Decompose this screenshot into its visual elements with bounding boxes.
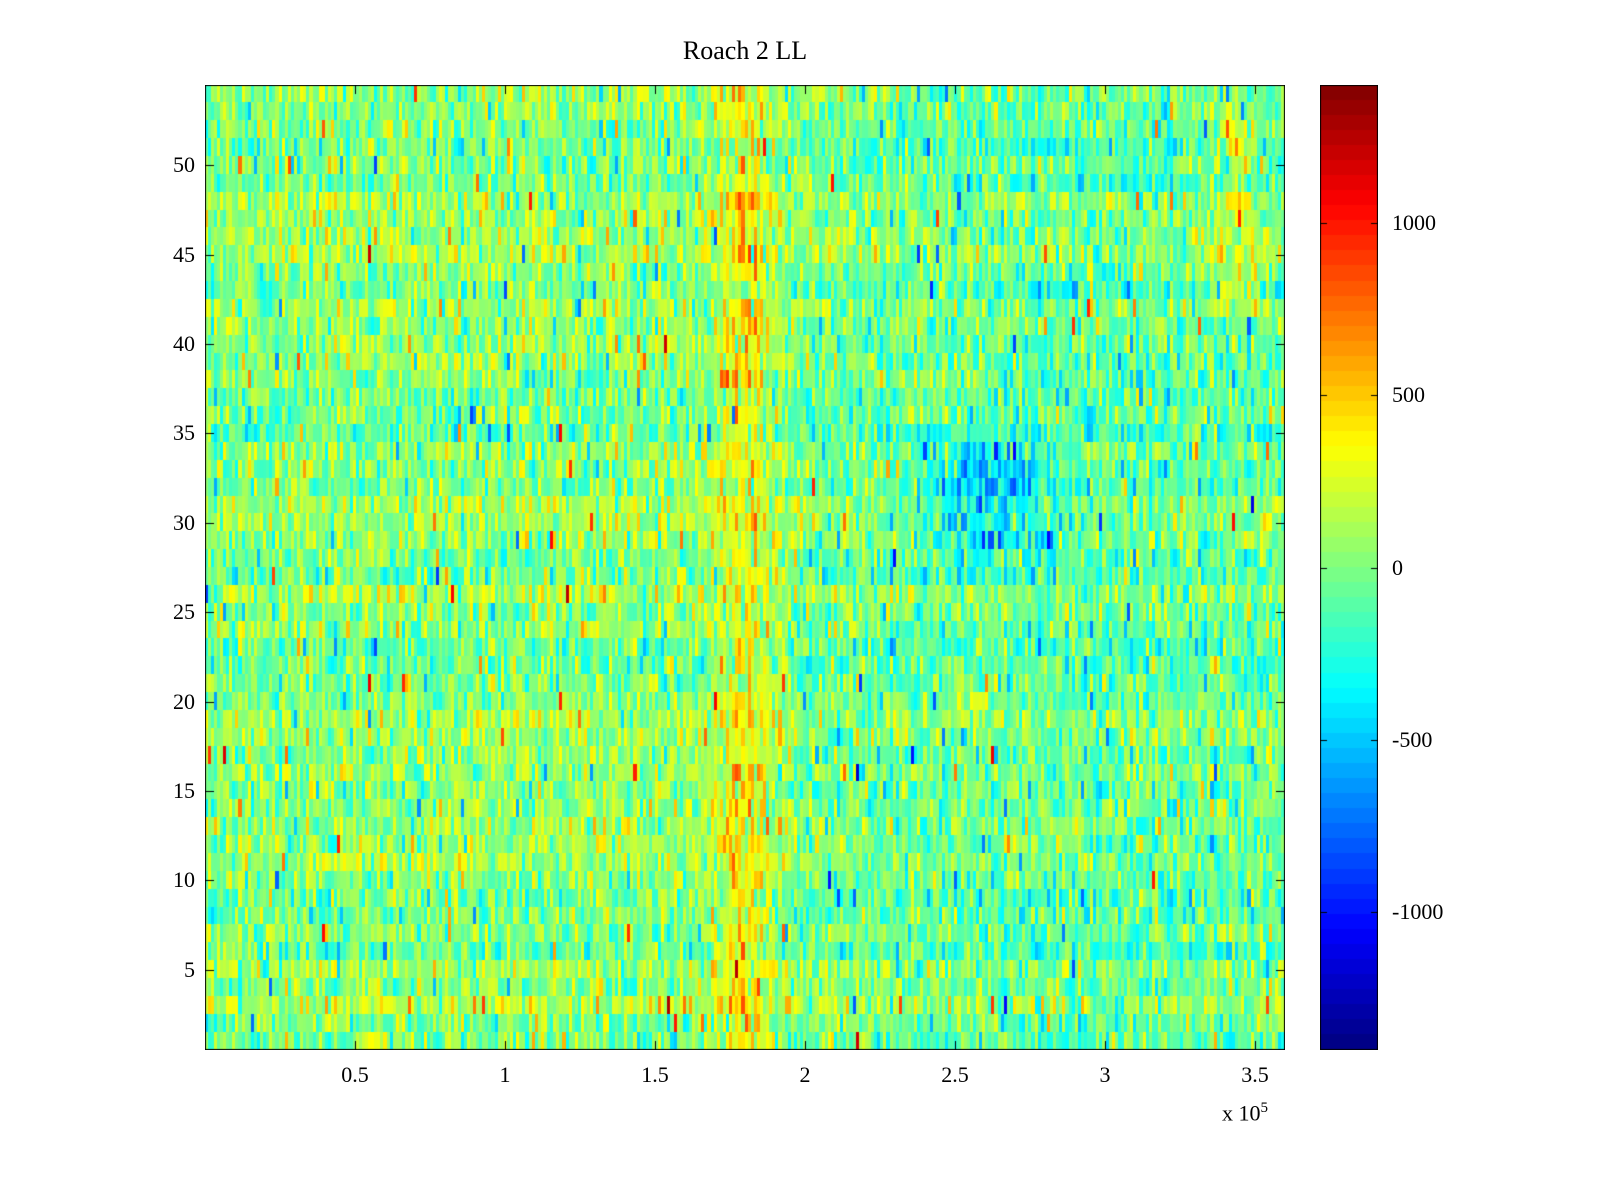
y-axis-tick-label: 35 (173, 420, 195, 446)
x-axis-tick-label: 2.5 (941, 1062, 969, 1087)
y-axis-tick-label: 5 (184, 956, 195, 982)
colorbar-tick-label: -500 (1392, 726, 1433, 752)
heatmap-canvas (205, 85, 1285, 1050)
y-axis-tick-label: 15 (173, 777, 195, 803)
y-axis-tick-label: 20 (173, 688, 195, 714)
chart-title: Roach 2 LL (682, 36, 808, 65)
x-axis-exponent-power: 5 (1260, 1100, 1269, 1116)
y-axis-tick-label: 30 (173, 509, 195, 535)
colorbar-tick-label: 1000 (1392, 209, 1436, 235)
colorbar-tick-label: -1000 (1392, 899, 1444, 925)
y-axis-tick-label: 45 (173, 241, 195, 267)
y-axis-tick-label: 40 (173, 331, 195, 357)
colorbar-tick-label: 500 (1392, 382, 1425, 408)
x-axis-tick-label: 1 (499, 1062, 511, 1087)
y-axis-tick-label: 25 (173, 599, 195, 625)
x-axis-tick-label: 3.5 (1241, 1062, 1269, 1087)
x-axis-tick-label: 3 (1099, 1062, 1111, 1087)
x-axis-tick-label: 0.5 (341, 1062, 369, 1087)
x-axis-exponent: x 105 (1222, 1100, 1268, 1126)
y-axis-tick-label: 50 (173, 152, 195, 178)
colorbar-canvas (1320, 85, 1378, 1050)
y-axis-tick-label: 10 (173, 867, 195, 893)
x-axis-tick-label: 1.5 (641, 1062, 669, 1087)
x-axis-exponent-base: x 10 (1222, 1100, 1261, 1126)
x-axis-tick-label: 2 (799, 1062, 811, 1087)
heatmap-plot-area (205, 85, 1285, 1050)
colorbar (1320, 85, 1378, 1050)
colorbar-tick-label: 0 (1392, 554, 1403, 580)
